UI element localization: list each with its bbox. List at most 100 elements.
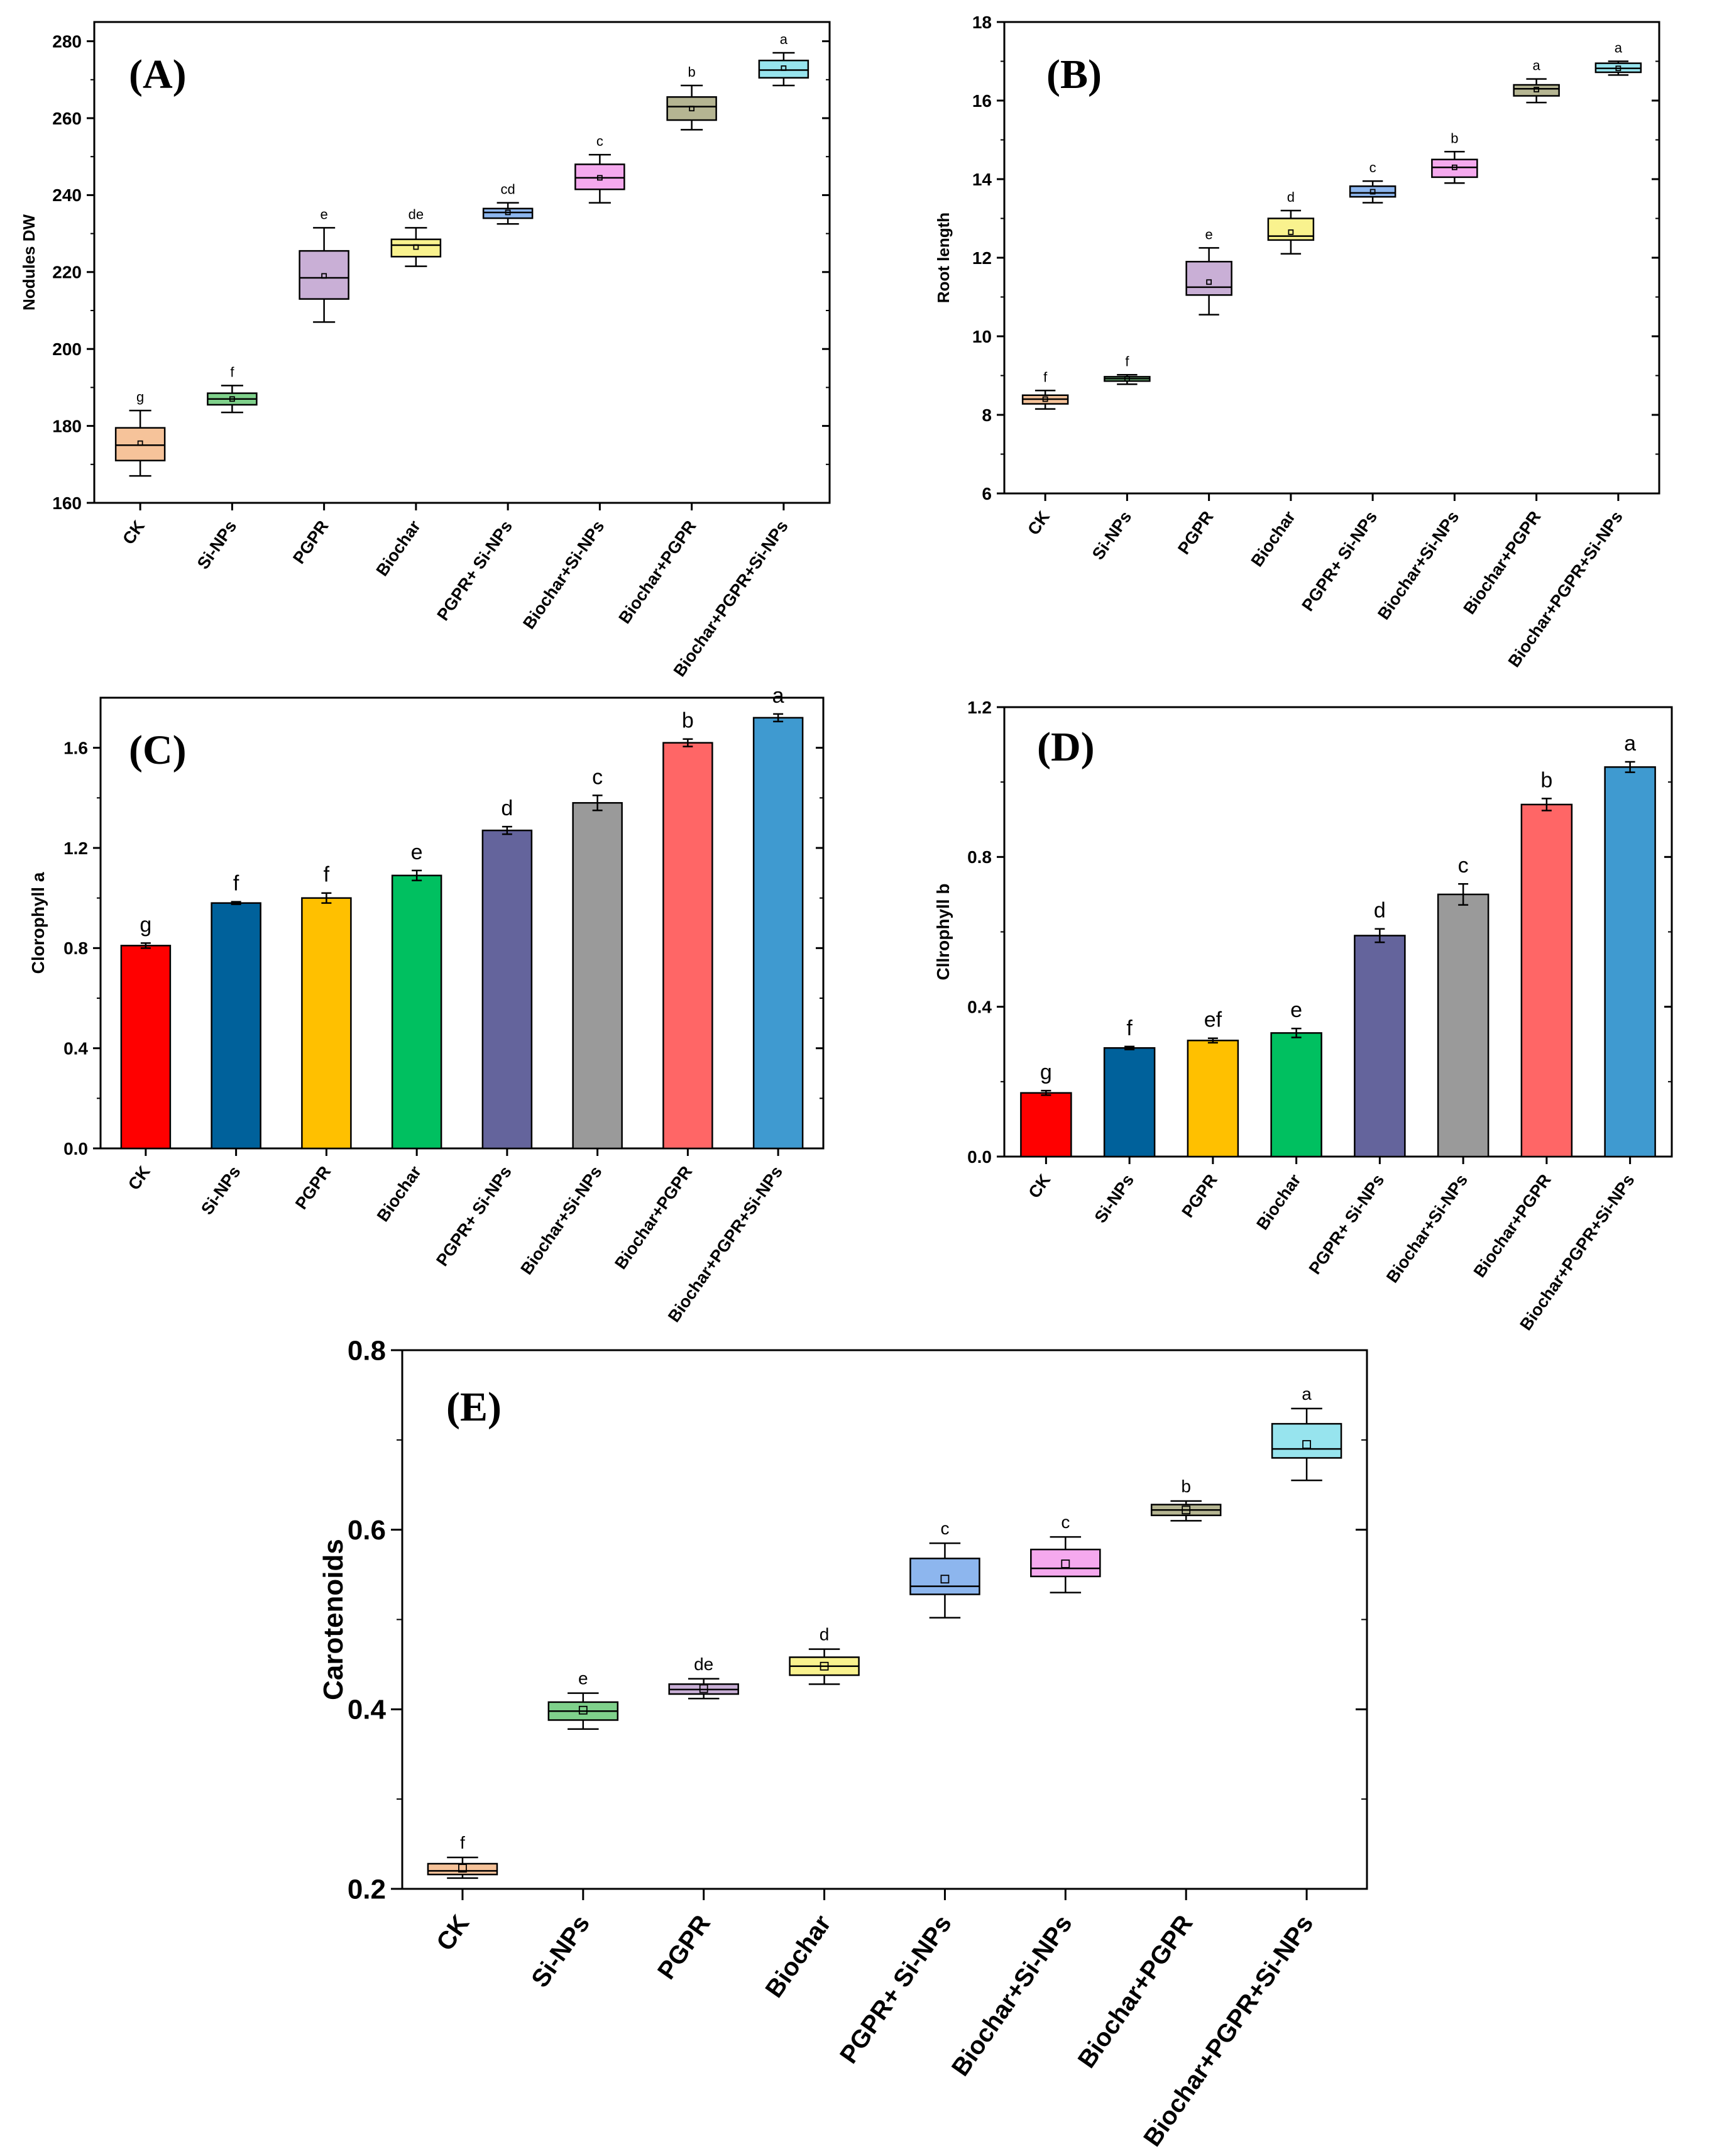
y-tick-label: 0.8 [63, 938, 88, 958]
significance-letter: b [688, 64, 696, 80]
box-iqr [758, 59, 809, 79]
y-tick-label: 0.0 [967, 1147, 992, 1167]
significance-letter: a [1624, 732, 1636, 756]
box-iqr [909, 1558, 980, 1595]
significance-letter: cd [501, 182, 515, 197]
box-plot-1: f [1021, 369, 1069, 410]
significance-letter: c [1458, 854, 1469, 877]
box-plot-6: c [1030, 1512, 1101, 1593]
y-tick-label: 180 [52, 416, 82, 436]
box-mean-marker [1042, 396, 1048, 402]
box-iqr [114, 427, 166, 461]
box-plot-8: a [1271, 1384, 1342, 1482]
x-tick-label: PGPR [1174, 508, 1217, 558]
box-mean-marker [229, 396, 235, 402]
y-tick-label: 0.6 [348, 1515, 386, 1546]
bar-group-7: b [1520, 768, 1573, 1158]
y-tick-label: 1.2 [63, 839, 88, 858]
x-tick-label: PGPR+ Si-NPs [1305, 1171, 1388, 1278]
x-tick-label: CK [119, 517, 148, 548]
x-tick-label: Biochar [373, 1162, 425, 1225]
box-plot-7: a [1513, 58, 1560, 104]
box-plot-5: cd [482, 182, 534, 225]
significance-letter: d [1287, 189, 1295, 205]
box-mean-marker [1061, 1559, 1070, 1568]
bar-group-5: d [1354, 899, 1406, 1158]
significance-letter: c [1061, 1512, 1070, 1532]
bar-group-1: g [120, 913, 172, 1150]
box-mean-marker [596, 175, 603, 181]
y-tick-label: 1.2 [967, 698, 992, 717]
y-tick-label: 18 [972, 13, 992, 32]
box-mean-marker [1124, 376, 1130, 382]
bar-group-4: e [1270, 998, 1322, 1158]
box-plot-4: d [789, 1625, 860, 1685]
significance-letter: e [1290, 998, 1302, 1022]
y-axis-title: Cllrophyll b [933, 884, 953, 981]
y-tick-label: 160 [52, 493, 82, 513]
x-tick-label: Biochar+PGPR [1470, 1171, 1555, 1281]
y-axis-title: Nodules DW [19, 214, 38, 311]
box-mean-marker [1182, 1505, 1191, 1515]
bar-group-6: c [572, 765, 623, 1150]
x-tick-label: Biochar+PGPR [1073, 1910, 1199, 2073]
box-iqr [1185, 261, 1232, 296]
box-mean-marker [137, 440, 143, 446]
box-iqr [666, 96, 717, 121]
box-mean-marker [413, 244, 419, 250]
chart-panel-a: 160 180 200 220 240 260 280 Nodules DW (A) CK Si-N… [19, 21, 831, 680]
y-tick-label: 0.8 [348, 1335, 386, 1366]
significance-letter: c [940, 1519, 949, 1538]
bar [1187, 1040, 1239, 1158]
y-tick-label: 14 [972, 170, 992, 189]
box-plot-7: b [666, 64, 717, 131]
bar [1103, 1047, 1156, 1158]
box-iqr [1349, 185, 1396, 198]
x-tick-label: Biochar+PGPR [615, 517, 700, 627]
x-tick-label: Si-NPs [526, 1910, 595, 1993]
box-plot-8: a [1594, 40, 1642, 76]
y-tick-label: 16 [972, 91, 992, 111]
y-tick-label: 0.4 [967, 997, 992, 1016]
box-plot-7: b [1150, 1477, 1222, 1522]
significance-letter: f [460, 1833, 465, 1852]
plot-frame [99, 696, 825, 1150]
panel-label: (C) [129, 727, 187, 773]
box-mean-marker [1451, 164, 1457, 170]
box-plot-4: de [390, 206, 442, 267]
box-iqr [1030, 1548, 1101, 1578]
x-tick-label: Biochar+Si-NPs [517, 1163, 605, 1279]
box-mean-marker [1302, 1440, 1311, 1449]
box-mean-marker [689, 106, 695, 112]
x-tick-label: Biochar+Si-NPs [947, 1910, 1078, 2081]
box-plot-1: f [427, 1833, 498, 1879]
y-tick-label: 260 [52, 109, 82, 128]
box-iqr [390, 238, 442, 258]
bar-group-4: e [391, 840, 442, 1150]
significance-letter: a [772, 684, 784, 708]
significance-letter: d [501, 796, 513, 820]
bar [481, 829, 533, 1150]
bar-group-3: ef [1187, 1008, 1239, 1158]
significance-letter: a [1533, 58, 1541, 74]
significance-letter: g [1040, 1060, 1052, 1084]
significance-letter: c [596, 133, 603, 149]
x-tick-label: Biochar+Si-NPs [1383, 1171, 1471, 1287]
box-plot-5: c [1349, 160, 1396, 204]
box-mean-marker [781, 65, 787, 71]
significance-letter: a [1302, 1384, 1312, 1404]
significance-letter: e [1205, 226, 1213, 242]
bar [301, 897, 352, 1150]
significance-letter: c [1369, 160, 1376, 175]
significance-letter: b [1451, 130, 1458, 146]
box-mean-marker [1534, 87, 1540, 92]
bar [1354, 935, 1406, 1158]
significance-letter: g [140, 913, 151, 937]
x-tick-label: Biochar+PGPR [611, 1163, 696, 1273]
bar-group-6: c [1437, 854, 1490, 1158]
significance-letter: e [411, 840, 423, 864]
box-mean-marker [321, 273, 327, 279]
significance-letter: d [820, 1625, 830, 1644]
x-tick-label: PGPR+ Si-NPs [433, 517, 516, 624]
